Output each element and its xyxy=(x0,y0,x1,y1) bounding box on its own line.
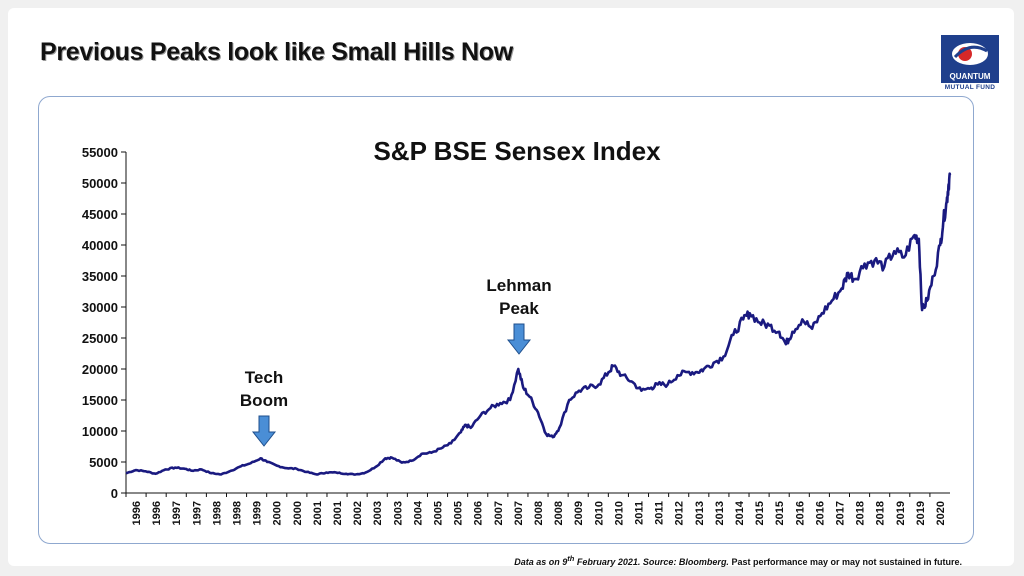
x-tick-label: 2000 xyxy=(292,501,304,525)
sensex-series-line xyxy=(125,172,952,476)
x-tick-label: 2004 xyxy=(412,500,424,525)
x-tick-label: 1997 xyxy=(191,501,203,525)
x-tick-label: 2011 xyxy=(633,501,645,525)
annotation-label-line2: Boom xyxy=(240,391,288,410)
x-tick-label: 2018 xyxy=(875,501,887,525)
x-tick-label: 1996 xyxy=(131,501,143,525)
y-tick-label: 55000 xyxy=(82,145,118,160)
y-tick-label: 0 xyxy=(111,486,118,501)
y-tick-label: 40000 xyxy=(82,238,118,253)
annotation-label-line1: Lehman xyxy=(486,276,551,295)
annotation-label-line1: Tech xyxy=(245,368,283,387)
y-tick-label: 10000 xyxy=(82,424,118,439)
y-tick-label: 25000 xyxy=(82,331,118,346)
footnote-sup: th xyxy=(567,554,575,563)
logo-name: QUANTUM xyxy=(949,72,991,81)
x-tick-label: 1999 xyxy=(252,501,264,525)
x-tick-label: 2000 xyxy=(272,501,284,525)
y-tick-label: 20000 xyxy=(82,362,118,377)
x-tick-label: 2010 xyxy=(593,501,605,525)
x-tick-label: 2015 xyxy=(754,501,766,525)
x-tick-label: 1996 xyxy=(151,501,163,525)
y-tick-label: 15000 xyxy=(82,393,118,408)
footnote-source: February 2021. Source: Bloomberg. xyxy=(574,557,729,567)
x-tick-label: 2017 xyxy=(834,501,846,525)
x-tick-label: 2003 xyxy=(392,501,404,525)
y-tick-label: 5000 xyxy=(89,455,118,470)
x-tick-label: 2010 xyxy=(613,501,625,525)
x-tick-label: 2019 xyxy=(915,501,927,525)
x-tick-label: 2006 xyxy=(473,501,485,525)
x-tick-label: 2005 xyxy=(453,501,465,525)
x-tick-label: 2003 xyxy=(372,501,384,525)
x-tick-label: 2007 xyxy=(513,501,525,525)
y-tick-label: 35000 xyxy=(82,269,118,284)
chart-title: S&P BSE Sensex Index xyxy=(373,136,661,166)
x-tick-label: 2018 xyxy=(855,501,867,525)
annotation-label-line2: Peak xyxy=(499,299,539,318)
x-tick-label: 2011 xyxy=(654,501,666,525)
x-tick-label: 1998 xyxy=(211,501,223,525)
x-tick-label: 2005 xyxy=(433,501,445,525)
x-tick-label: 2012 xyxy=(674,501,686,525)
footnote: Data as on 9th February 2021. Source: Bl… xyxy=(514,554,962,567)
annotation-arrow-icon xyxy=(506,323,532,355)
annotation-arrow-icon xyxy=(251,415,277,447)
footnote-disclaimer: Past performance may or may not sustaine… xyxy=(728,557,962,567)
x-tick-label: 1998 xyxy=(232,501,244,525)
x-tick-label: 2016 xyxy=(814,501,826,525)
logo-subtitle: MUTUAL FUND xyxy=(944,84,996,91)
x-tick-label: 2002 xyxy=(352,501,364,525)
x-tick-label: 2019 xyxy=(895,501,907,525)
y-tick-label: 50000 xyxy=(82,176,118,191)
page-title: Previous Peaks look like Small Hills Now xyxy=(40,38,513,66)
x-tick-label: 2008 xyxy=(533,501,545,525)
x-tick-label: 2015 xyxy=(774,501,786,525)
x-tick-label: 2007 xyxy=(493,501,505,525)
x-tick-label: 2014 xyxy=(734,500,746,525)
x-tick-label: 2001 xyxy=(312,501,324,525)
y-tick-label: 30000 xyxy=(82,300,118,315)
x-tick-label: 2001 xyxy=(332,501,344,525)
x-tick-label: 2008 xyxy=(553,501,565,525)
footnote-prefix: Data as on 9 xyxy=(514,557,568,567)
x-tick-label: 2009 xyxy=(573,501,585,525)
x-tick-label: 2013 xyxy=(694,501,706,525)
y-tick-label: 45000 xyxy=(82,207,118,222)
x-tick-label: 2013 xyxy=(714,501,726,525)
x-tick-label: 1997 xyxy=(171,501,183,525)
quantum-logo: QUANTUM MUTUAL FUND xyxy=(941,35,999,97)
x-tick-label: 2020 xyxy=(935,501,947,525)
logo-swirl-icon xyxy=(952,43,988,65)
x-tick-label: 2016 xyxy=(794,501,806,525)
logo-emblem: QUANTUM xyxy=(941,35,999,83)
